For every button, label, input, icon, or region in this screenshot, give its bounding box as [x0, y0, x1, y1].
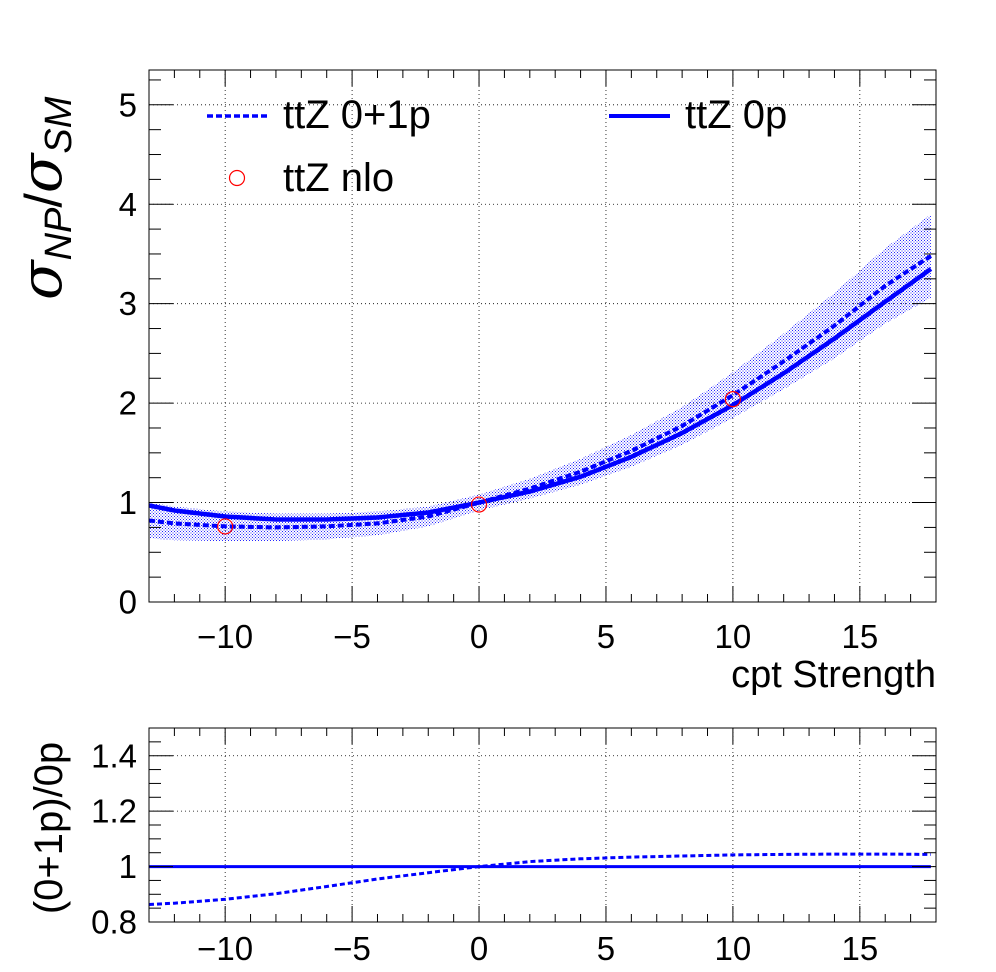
legend-swatch-ttz-nlo	[228, 169, 246, 187]
ratio-ytick-label: 1	[119, 848, 137, 885]
main-xtick-label: 10	[715, 618, 752, 655]
ttz-0-1p-line	[149, 254, 932, 530]
legend-label-ttz-nlo: ttZ nlo	[283, 156, 394, 200]
main-xtick-label: 15	[841, 618, 878, 655]
ratio-ytick-label: 0.8	[91, 904, 137, 941]
legend: ttZ 0+1p ttZ 0p ttZ nlo	[207, 93, 787, 200]
ylabel-slash: /	[15, 193, 73, 208]
ratio-ytick-label: 1.2	[91, 793, 137, 830]
main-ytick-label: 3	[119, 285, 137, 322]
legend-label-ttz-0p1p: ttZ 0+1p	[283, 93, 431, 137]
ylabel-sigma-sm: σ	[7, 152, 75, 193]
ylabel-sub-sm: SM	[38, 96, 80, 153]
ratio-plot-frame	[148, 727, 937, 923]
main-ytick-label: 0	[119, 584, 137, 621]
ratio-series	[149, 852, 931, 906]
ratio-xtick-label: 10	[715, 930, 752, 967]
main-ytick-label: 4	[119, 186, 137, 223]
ratio-ylabel: (0+1p)/0p	[27, 742, 71, 914]
ratio-dashed-line	[149, 852, 931, 906]
main-ytick-label: 5	[119, 86, 137, 123]
main-ticks: −10 −5 0 5 10 15 0 1 2 3 4 5	[119, 70, 937, 655]
ylabel-sub-np: NP	[38, 207, 80, 260]
ylabel-sigma-np: σ	[7, 259, 75, 300]
ttz-nlo-marker	[217, 518, 234, 535]
main-plot-frame	[148, 69, 937, 603]
main-ylabel: σNP/σSM	[7, 96, 80, 300]
main-xtick-label: −5	[333, 618, 371, 655]
main-grid	[149, 70, 936, 602]
main-xlabel: cpt Strength	[731, 654, 936, 696]
ttz-nlo-marker	[724, 391, 742, 408]
main-ytick-label: 2	[119, 385, 137, 422]
ratio-xtick-label: 15	[841, 930, 878, 967]
legend-label-ttz-0p: ttZ 0p	[685, 93, 787, 137]
ratio-xtick-label: −5	[333, 930, 371, 967]
main-xtick-label: −10	[197, 618, 253, 655]
ratio-ticks: −10 −5 0 5 10 15 0.8 1 1.2 1.4	[91, 727, 937, 967]
uncertainty-band	[149, 214, 931, 542]
ratio-xtick-label: −10	[197, 930, 253, 967]
ratio-grid	[149, 728, 936, 922]
ttz-nlo-marker	[470, 496, 488, 513]
ratio-ytick-label: 1.4	[91, 737, 137, 774]
uncertainty-band-fill	[149, 214, 931, 542]
ratio-chart: −10 −5 0 5 10 15 0.8 1 1.2 1.4 (0+1p)/0p	[27, 727, 937, 967]
ratio-xtick-label: 5	[597, 930, 615, 967]
ratio-xtick-label: 0	[470, 930, 488, 967]
main-ytick-label: 1	[119, 484, 137, 521]
main-series	[149, 254, 933, 535]
main-xtick-label: 0	[470, 618, 488, 655]
main-xtick-label: 5	[597, 618, 615, 655]
ttz-0p-line	[149, 267, 933, 522]
